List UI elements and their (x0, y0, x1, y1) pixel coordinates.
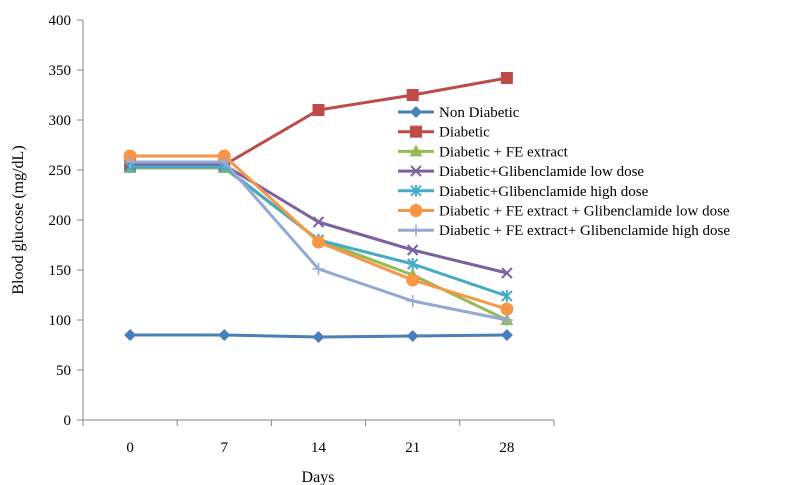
legend-entry: Diabetic+Glibenclamide low dose (398, 164, 644, 180)
data-point (501, 267, 513, 279)
data-point (500, 329, 513, 341)
data-point (312, 331, 325, 343)
legend-marker (409, 204, 423, 217)
data-point (500, 302, 514, 316)
series-5 (123, 149, 514, 316)
data-point (406, 330, 419, 342)
legend-label: Diabetic + FE extract + Glibenclamide lo… (439, 204, 730, 220)
legend-marker (410, 106, 422, 118)
y-axis-title: Blood glucose (mg/dL) (10, 145, 27, 294)
x-tick-label: 0 (126, 440, 134, 456)
y-tick-label: 300 (49, 113, 72, 129)
legend-entry: Diabetic + FE extract (398, 144, 569, 160)
legend-marker (410, 125, 422, 138)
y-tick-label: 150 (49, 263, 72, 279)
data-point (312, 235, 325, 249)
y-tick-label: 400 (49, 13, 72, 29)
legend-marker (410, 184, 422, 197)
y-tick-label: 0 (64, 413, 72, 429)
legend-label: Diabetic + FE extract (439, 144, 569, 160)
legend-label: Non Diabetic (439, 105, 520, 121)
data-point (406, 89, 419, 101)
x-tick-label: 28 (499, 440, 514, 456)
data-point (500, 72, 513, 84)
y-tick-label: 50 (56, 363, 71, 379)
axes: 0 50 100 150 200 250 300 350 400 0 7 14 21 28 (49, 13, 555, 456)
legend-entry: Non Diabetic (398, 105, 520, 121)
legend-label: Diabetic (439, 125, 490, 141)
data-point (406, 295, 419, 307)
data-point (124, 156, 137, 168)
legend-entry: Diabetic (398, 125, 490, 141)
legend-marker (410, 165, 422, 177)
y-tick-label: 100 (49, 313, 72, 329)
y-tick-label: 350 (49, 63, 72, 79)
series-layer (123, 72, 514, 343)
data-point (218, 156, 231, 168)
x-tick-label: 21 (405, 440, 420, 456)
data-point (501, 290, 513, 302)
legend-label: Diabetic+Glibenclamide high dose (439, 184, 649, 200)
x-axis-title: Days (302, 469, 335, 485)
legend: Non Diabetic Diabetic Diabetic + FE extrac… (398, 105, 730, 239)
legend-entry: Diabetic + FE extract+ Glibenclamide hig… (398, 223, 730, 239)
series-0 (124, 329, 513, 343)
series-6 (124, 156, 513, 326)
legend-entry: Diabetic + FE extract + Glibenclamide lo… (398, 204, 730, 220)
data-point (406, 273, 420, 287)
data-point (218, 329, 231, 341)
data-point (124, 329, 137, 341)
y-tick-label: 200 (49, 213, 72, 229)
x-tick-label: 7 (221, 440, 229, 456)
data-point (406, 258, 419, 270)
x-tick-label: 14 (311, 440, 327, 456)
legend-marker (409, 144, 423, 157)
data-point (500, 314, 513, 326)
data-point (312, 263, 325, 275)
data-point (406, 244, 419, 256)
legend-marker (410, 224, 422, 237)
legend-label: Diabetic + FE extract+ Glibenclamide hig… (439, 223, 730, 239)
data-point (312, 104, 325, 116)
legend-entry: Diabetic+Glibenclamide high dose (398, 184, 649, 200)
y-tick-label: 250 (49, 163, 72, 179)
data-point (312, 216, 325, 228)
legend-label: Diabetic+Glibenclamide low dose (439, 164, 644, 180)
